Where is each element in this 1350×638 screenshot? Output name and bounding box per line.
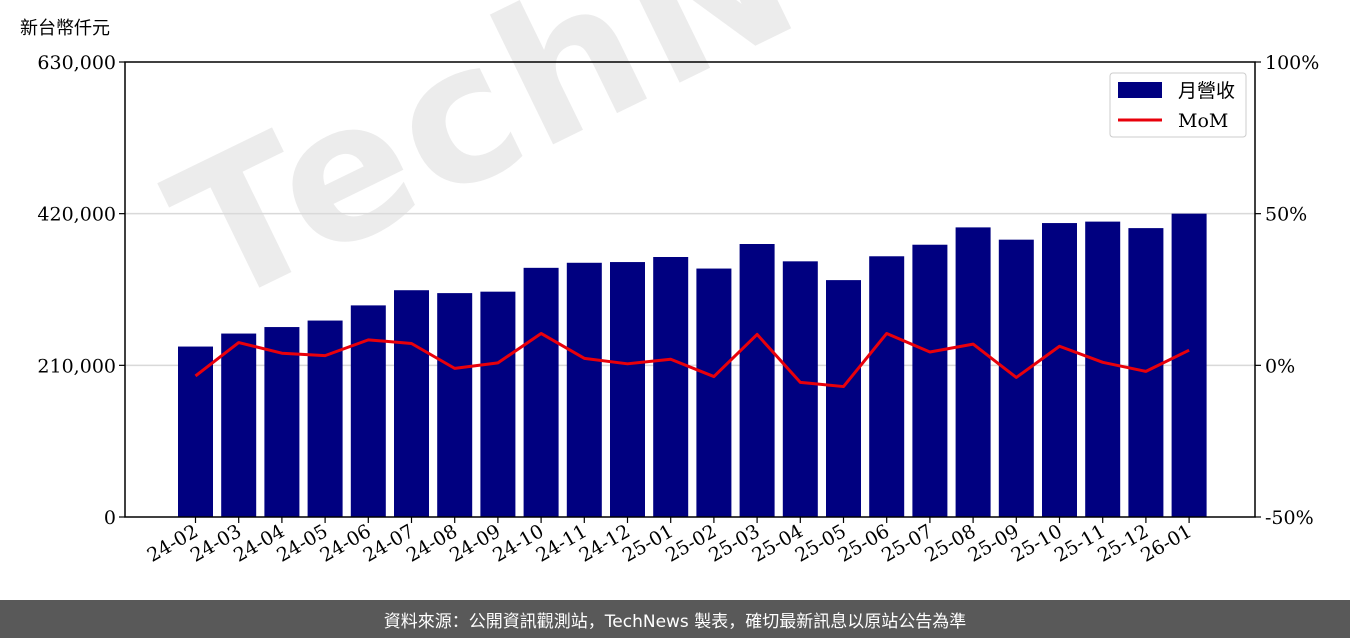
revenue-bar (955, 227, 991, 517)
revenue-bar (912, 244, 948, 517)
y-left-tick-label: 0 (104, 507, 116, 529)
revenue-bar (739, 244, 775, 517)
revenue-bar (566, 262, 602, 517)
plot-frame (124, 61, 1256, 518)
revenue-bar (782, 261, 818, 517)
y-right-tick-label: 100% (1265, 52, 1319, 74)
mom-line (194, 331, 1190, 389)
x-tick-label: 26-01 (1137, 520, 1195, 566)
revenue-bar (394, 290, 429, 517)
legend-label-revenue: 月營收 (1178, 80, 1235, 102)
y-right-tick-label: 0% (1265, 355, 1295, 377)
revenue-bar (307, 320, 343, 517)
revenue-bar (178, 346, 213, 517)
revenue-chart: 0210,000420,000630,000-50%0%50%100%24-02… (37, 52, 1319, 567)
revenue-bar (610, 262, 645, 517)
y-left-tick-label: 630,000 (37, 52, 116, 74)
revenue-bar (653, 257, 689, 517)
revenue-bar (221, 333, 257, 517)
legend-label-mom: MoM (1178, 110, 1228, 132)
revenue-bar (869, 256, 905, 517)
revenue-bar (480, 291, 516, 517)
revenue-bar (1085, 221, 1121, 517)
y-right-tick-label: -50% (1265, 507, 1314, 529)
source-footer: 資料來源：公開資訊觀測站，TechNews 製表，確切最新訊息以原站公告為準 (0, 600, 1350, 638)
y-left-tick-label: 420,000 (37, 204, 116, 226)
y-right-tick-label: 50% (1265, 204, 1307, 226)
revenue-bar (1171, 213, 1207, 517)
revenue-bar (264, 327, 300, 517)
revenue-bar (1042, 223, 1077, 518)
revenue-bar (350, 305, 386, 517)
y-left-tick-label: 210,000 (37, 355, 116, 377)
revenue-bar (523, 267, 559, 517)
revenue-bar (696, 268, 732, 517)
revenue-bar (826, 280, 861, 517)
y-axis-unit-label: 新台幣仟元 (20, 18, 110, 39)
revenue-bar (437, 293, 473, 517)
legend-swatch-revenue (1118, 82, 1162, 98)
